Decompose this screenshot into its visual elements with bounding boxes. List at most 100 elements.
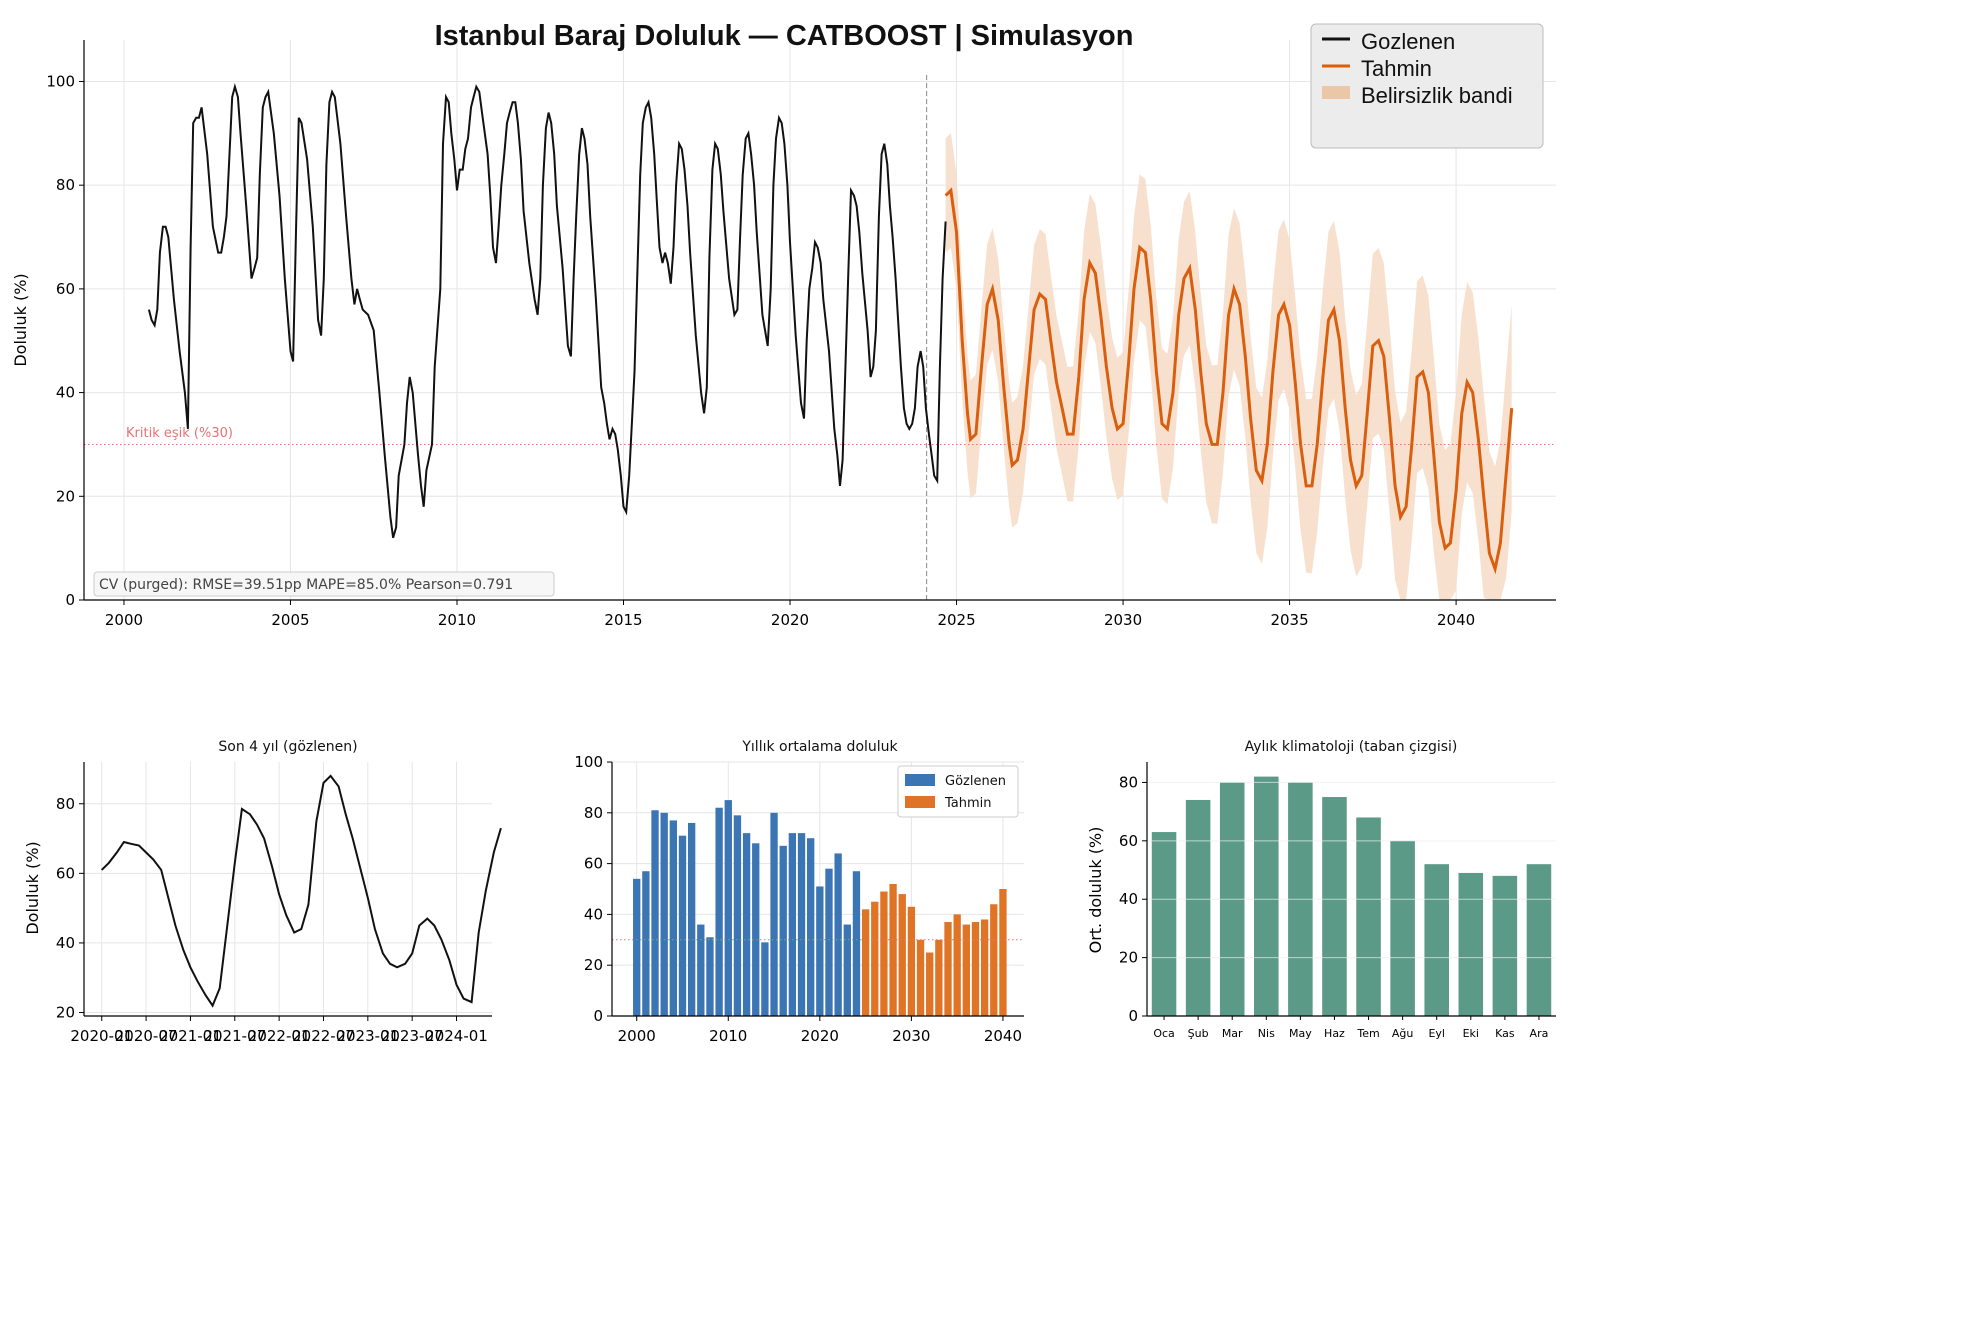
- annual-bar-observed: [788, 833, 797, 1016]
- annual-bar-observed: [715, 807, 723, 1016]
- recent-x-tick-label: 2021-01: [159, 1027, 222, 1045]
- annual-bar-observed: [834, 853, 842, 1016]
- monthly-axes: [1146, 762, 1556, 1017]
- annual-x-tick-label: 2020: [801, 1027, 839, 1045]
- metrics-box: CV (purged): RMSE=39.51pp MAPE=85.0% Pea…: [93, 571, 555, 597]
- annual-axes: [611, 762, 1024, 1017]
- annual-bar-forecast: [916, 939, 925, 1016]
- uncertainty-band: [945, 132, 1512, 600]
- main-chart-title: Istanbul Baraj Doluluk — CATBOOST | Simu…: [435, 20, 1134, 52]
- monthly-bar: [1492, 875, 1518, 1016]
- annual-bar-forecast: [871, 901, 879, 1016]
- recent-y-tick-label: 60: [56, 864, 75, 882]
- monthly-x-tick-label: Tem: [1356, 1027, 1379, 1040]
- annual-bar-forecast: [889, 883, 897, 1016]
- annual-bar-observed: [669, 820, 678, 1016]
- recent-y-tick-label: 20: [56, 1004, 75, 1022]
- legend-gozlenen-swatch: [905, 774, 935, 786]
- annual-y-tick-label: 100: [574, 753, 603, 771]
- monthly-y-tick-label: 80: [1119, 773, 1138, 791]
- recent-x-tick-label: 2023-01: [336, 1027, 399, 1045]
- annual-bar-observed: [816, 886, 824, 1016]
- annual-bar-forecast: [907, 906, 916, 1016]
- recent-series-line: [100, 774, 502, 1008]
- main-y-tick-label: 80: [56, 176, 75, 194]
- legend-tahmin-label: Tahmin: [944, 796, 992, 811]
- monthly-x-tick-label: Şub: [1188, 1027, 1209, 1040]
- annual-bar-forecast: [935, 939, 943, 1016]
- main-x-tick-label: 2000: [105, 611, 143, 629]
- monthly-x-tick-label: Oca: [1153, 1027, 1174, 1040]
- monthly-y-axis-label: Ort. doluluk (%): [1086, 827, 1105, 954]
- recent-x-tick-label: 2022-01: [248, 1027, 311, 1045]
- recent-y-tick-label: 40: [56, 934, 75, 952]
- annual-bar-observed: [843, 924, 851, 1016]
- monthly-bar: [1390, 840, 1415, 1016]
- monthly-bar: [1151, 832, 1177, 1016]
- main-x-tick-label: 2025: [937, 611, 975, 629]
- annual-bar-forecast: [880, 891, 888, 1016]
- monthly-bars: [1147, 776, 1556, 1016]
- monthly-bar: [1322, 797, 1347, 1016]
- legend-band-swatch: [1322, 86, 1350, 99]
- recent-x-tick-label: 2023-07: [381, 1027, 444, 1045]
- monthly-bar: [1185, 799, 1211, 1016]
- annual-bar-observed: [687, 822, 696, 1016]
- main-axes: [83, 40, 1556, 601]
- main-threshold: [84, 75, 1556, 600]
- annual-y-tick-label: 60: [584, 855, 603, 873]
- main-ticks: 2000 2005 2010 2015 2020 2025 2030 2035 20400204…: [46, 72, 1475, 629]
- annual-bar-observed: [706, 937, 714, 1016]
- annual-bar-observed: [852, 871, 861, 1016]
- legend-forecast-label: Tahmin: [1361, 56, 1432, 81]
- annual-bar-observed: [724, 800, 732, 1016]
- main-series-lines: [147, 82, 1514, 575]
- main-x-tick-label: 2015: [604, 611, 642, 629]
- annual-bar-observed: [633, 878, 641, 1016]
- recent-x-tick-label: 2021-07: [203, 1027, 266, 1045]
- main-y-tick-label: 0: [65, 591, 75, 609]
- monthly-x-tick-label: Kas: [1495, 1027, 1515, 1040]
- recent-y-axis-label: Doluluk (%): [23, 841, 42, 934]
- annual-bar-forecast: [944, 922, 952, 1016]
- recent-x-tick-label: 2024-01: [425, 1027, 488, 1045]
- main-x-tick-label: 2010: [438, 611, 476, 629]
- monthly-x-tick-label: Ağu: [1392, 1027, 1413, 1040]
- monthly-x-tick-label: Eki: [1463, 1027, 1479, 1040]
- annual-bar-observed: [807, 838, 815, 1016]
- monthly-bar: [1458, 872, 1484, 1016]
- recent-gridlines: [84, 762, 492, 1016]
- annual-y-tick-label: 0: [593, 1007, 603, 1025]
- annual-bar-forecast: [926, 952, 934, 1016]
- figure: 2000 2005 2010 2015 2020 2025 2030 2035 20400204…: [11, 20, 1556, 1045]
- annual-bar-forecast: [999, 889, 1007, 1016]
- main-y-axis-label: Doluluk (%): [11, 273, 30, 366]
- annual-bar-observed: [660, 812, 668, 1016]
- annual-bar-forecast: [980, 919, 989, 1016]
- monthly-x-tick-label: Ara: [1530, 1027, 1549, 1040]
- annual-bar-forecast: [861, 909, 870, 1016]
- main-x-tick-label: 2005: [271, 611, 309, 629]
- annual-bar-observed: [797, 833, 806, 1016]
- monthly-bar: [1424, 864, 1449, 1016]
- annual-bar-observed: [761, 942, 769, 1016]
- annual-bar-observed: [733, 815, 742, 1016]
- main-y-tick-label: 20: [56, 487, 75, 505]
- monthly-bar: [1356, 817, 1381, 1016]
- annual-bar-observed: [752, 843, 760, 1016]
- threshold-label: Kritik eşik (%30): [126, 426, 233, 441]
- recent-y-tick-label: 80: [56, 795, 75, 813]
- main-legend: Gozlenen Tahmin Belirsizlik bandi: [1310, 23, 1544, 149]
- observed-series-line: [147, 82, 947, 539]
- annual-y-tick-label: 20: [584, 956, 603, 974]
- monthly-x-tick-label: Mar: [1222, 1027, 1243, 1040]
- annual-x-tick-label: 2040: [984, 1027, 1022, 1045]
- main-x-tick-label: 2030: [1104, 611, 1142, 629]
- monthly-y-tick-label: 40: [1119, 890, 1138, 908]
- legend-band-label: Belirsizlik bandi: [1361, 83, 1513, 108]
- recent-observed-line: [100, 774, 502, 1008]
- annual-x-tick-label: 2000: [618, 1027, 656, 1045]
- monthly-y-tick-label: 0: [1128, 1007, 1138, 1025]
- recent-x-tick-label: 2020-07: [115, 1027, 178, 1045]
